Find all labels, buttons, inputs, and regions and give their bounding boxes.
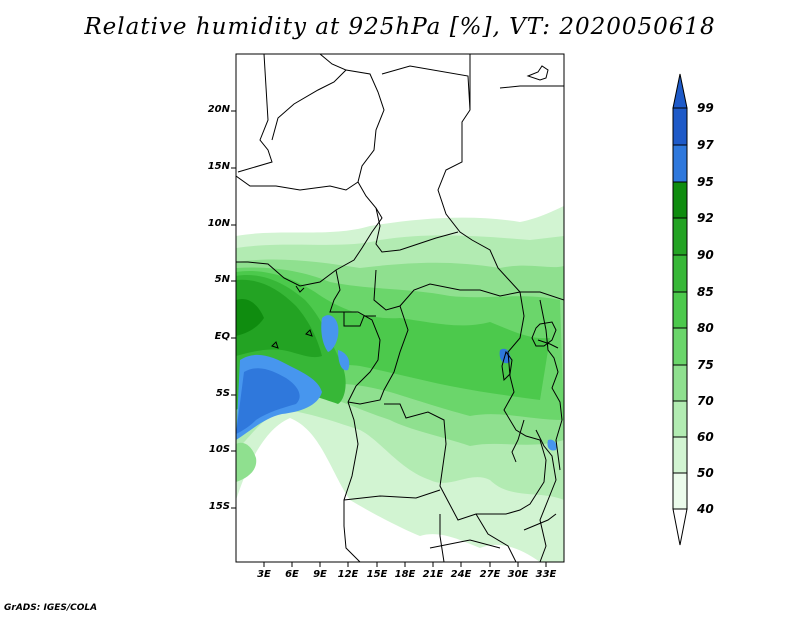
colorbar-swatch-85 bbox=[672, 291, 688, 329]
lon-label-12e: 12E bbox=[337, 569, 359, 580]
lat-label-10n: 10N bbox=[207, 218, 230, 229]
lon-label-3e: 3E bbox=[257, 569, 271, 580]
lat-label-5s: 5S bbox=[215, 388, 230, 399]
grads-credit: GrADS: IGES/COLA bbox=[4, 603, 98, 613]
lat-label-20n: 20N bbox=[207, 104, 230, 115]
lon-label-27e: 27E bbox=[479, 569, 501, 580]
colorbar-label-92: 92 bbox=[697, 211, 714, 225]
colorbar bbox=[672, 73, 688, 546]
colorbar-label-75: 75 bbox=[697, 358, 714, 372]
colorbar-label-70: 70 bbox=[697, 394, 714, 408]
lon-label-21e: 21E bbox=[422, 569, 444, 580]
colorbar-swatch-70 bbox=[672, 400, 688, 438]
lon-label-9e: 9E bbox=[313, 569, 327, 580]
colorbar-label-95: 95 bbox=[697, 175, 714, 189]
lon-label-30e: 30E bbox=[507, 569, 529, 580]
country-borders bbox=[236, 54, 564, 562]
colorbar-label-85: 85 bbox=[697, 285, 714, 299]
colorbar-swatch-99 bbox=[672, 107, 688, 146]
colorbar-label-60: 60 bbox=[697, 430, 714, 444]
lon-label-18e: 18E bbox=[394, 569, 416, 580]
lat-label-10s: 10S bbox=[208, 444, 230, 455]
axis-ticks bbox=[231, 110, 547, 567]
colorbar-swatch-50 bbox=[672, 472, 688, 510]
colorbar-label-50: 50 bbox=[697, 466, 714, 480]
lat-label-eq: EQ bbox=[214, 331, 230, 342]
colorbar-swatch-97 bbox=[672, 144, 688, 183]
lat-label-5n: 5N bbox=[214, 274, 230, 285]
lon-label-33e: 33E bbox=[535, 569, 557, 580]
colorbar-swatch-75 bbox=[672, 364, 688, 402]
colorbar-label-80: 80 bbox=[697, 321, 714, 335]
colorbar-swatch-92 bbox=[672, 217, 688, 256]
colorbar-label-90: 90 bbox=[697, 248, 714, 262]
colorbar-swatch-80 bbox=[672, 327, 688, 366]
colorbar-label-40: 40 bbox=[697, 502, 714, 516]
lon-label-15e: 15E bbox=[366, 569, 388, 580]
lon-label-24e: 24E bbox=[450, 569, 472, 580]
colorbar-top-triangle bbox=[672, 73, 688, 109]
colorbar-swatch-90 bbox=[672, 254, 688, 293]
colorbar-label-97: 97 bbox=[697, 138, 714, 152]
lat-label-15n: 15N bbox=[207, 161, 230, 172]
colorbar-label-99: 99 bbox=[697, 101, 714, 115]
lon-label-6e: 6E bbox=[285, 569, 299, 580]
colorbar-swatch-60 bbox=[672, 436, 688, 474]
lat-label-15s: 15S bbox=[208, 501, 230, 512]
colorbar-swatch-95 bbox=[672, 181, 688, 219]
map-frame bbox=[235, 53, 565, 563]
map-title: Relative humidity at 925hPa [%], VT: 202… bbox=[84, 14, 716, 40]
humidity-field bbox=[236, 206, 564, 562]
colorbar-bottom-triangle bbox=[672, 508, 688, 546]
